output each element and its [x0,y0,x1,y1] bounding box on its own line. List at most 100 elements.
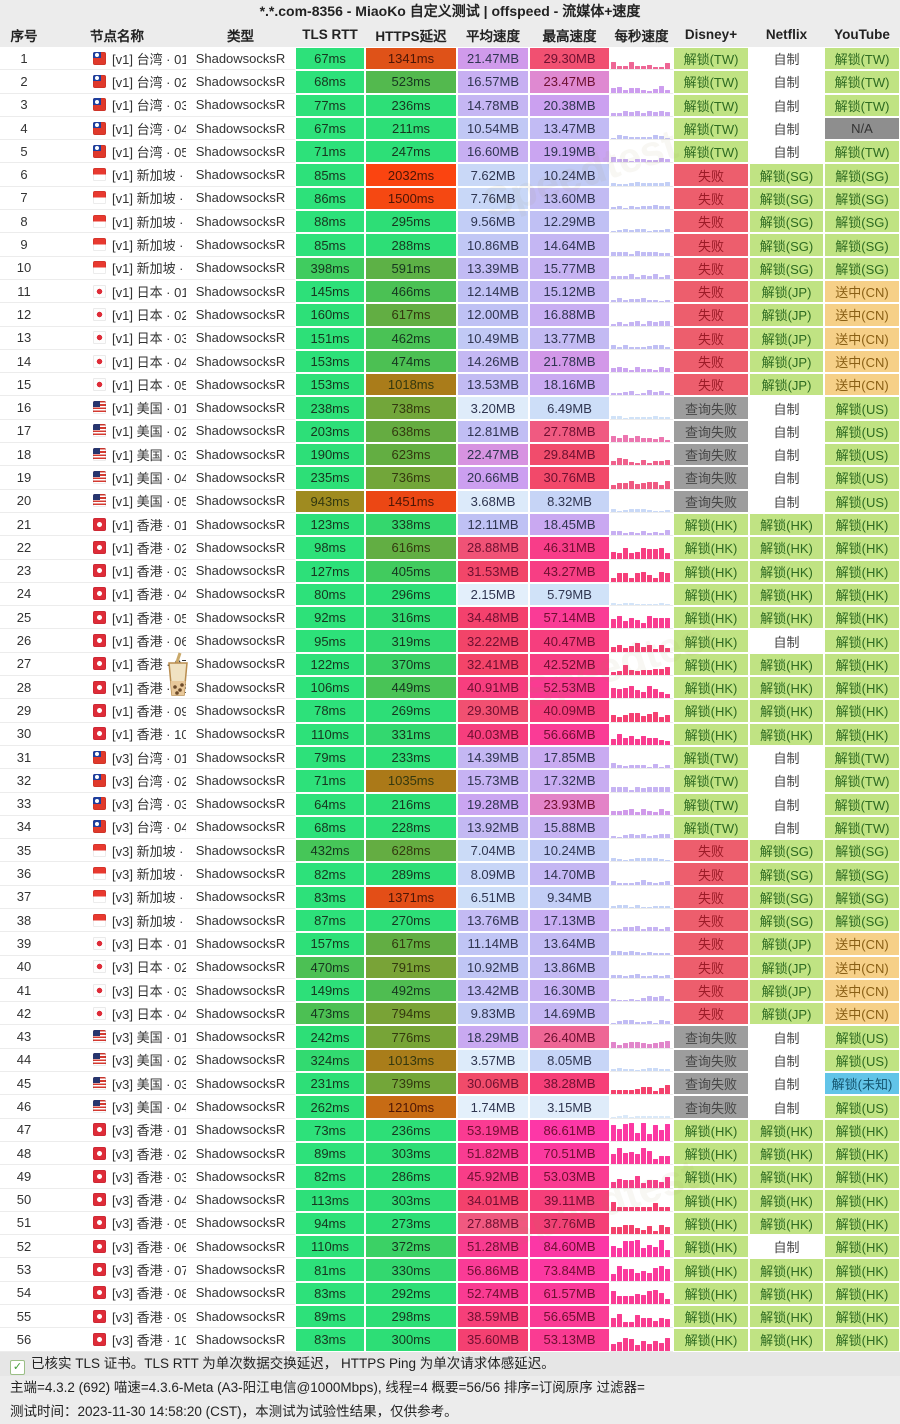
netflix-status-cell: 自制 [749,792,824,816]
speed-bar [659,881,664,885]
avg-speed-cell: 7.62MB [457,163,529,187]
per-second-speed-sparkline [610,256,673,280]
speed-bar [665,859,670,862]
speed-bar [653,111,658,116]
speed-bar [659,461,664,466]
table-row: 50 [v3] 香港 · 04 ShadowsocksR 113ms 303ms 34.0… [0,1188,900,1212]
speed-bar [623,1206,628,1211]
per-second-speed-sparkline [610,279,673,304]
speed-bar [611,715,616,722]
speed-bar [653,738,658,745]
tls-rtt-cell: 85ms [295,233,365,257]
youtube-status-cell: 解锁(SG) [824,186,900,211]
speed-bar [629,62,634,70]
speed-bar [617,858,622,862]
https-delay-cell: 370ms [365,652,457,677]
max-speed-cell: 8.05MB [529,1048,610,1073]
max-speed-cell: 14.70MB [529,862,610,886]
row-index: 22 [0,536,48,560]
speed-bar [665,811,670,815]
disney-status-cell: 解锁(TW) [673,140,749,164]
youtube-status-cell: 解锁(US) [824,1095,900,1119]
speed-bar [647,482,652,489]
avg-speed-cell: 12.14MB [457,279,529,304]
tls-rtt-cell: 87ms [295,908,365,933]
tls-rtt-cell: 67ms [295,116,365,141]
per-second-speed-sparkline [610,373,673,397]
speed-bar [611,299,616,303]
avg-speed-cell: 9.56MB [457,210,529,234]
speed-bar [617,347,622,349]
speed-bar [623,786,628,792]
speed-bar [623,883,628,885]
row-index: 27 [0,652,48,677]
tls-rtt-cell: 203ms [295,419,365,444]
speed-bar [665,439,670,443]
node-name-label: [v1] 香港 · 08 [112,680,186,696]
https-delay-cell: 474ms [365,349,457,374]
tls-rtt-cell: 943ms [295,489,365,513]
speed-bar [611,836,616,839]
speed-bar [611,1041,616,1048]
youtube-status-cell: 解锁(TW) [824,769,900,793]
speed-bar [623,766,628,769]
speed-bar [635,251,640,256]
speed-bar [647,1067,652,1072]
speed-bar [629,906,634,908]
youtube-status-cell: 解锁(SG) [824,908,900,933]
youtube-status-cell: 解锁(HK) [824,1211,900,1236]
table-header: 序号 节点名称 类型 TLS RTT HTTPS延迟 平均速度 最高速度 每秒速… [0,22,900,47]
tls-rtt-cell: 470ms [295,955,365,979]
speed-bar [659,996,664,1002]
node-type: ShadowsocksR [186,210,295,234]
row-index: 3 [0,93,48,117]
youtube-status-cell: 解锁(TW) [824,93,900,117]
speed-bar [611,618,616,629]
speed-bar [653,1320,658,1328]
per-second-speed-sparkline [610,792,673,816]
youtube-status-cell: 解锁(SG) [824,885,900,909]
speed-bar [617,1068,622,1072]
max-speed-cell: 70.51MB [529,1141,610,1166]
node-name-label: [v1] 香港 · 10 [112,727,186,743]
node-name-label: [v1] 美国 · 02 [112,424,186,440]
node-name: [v1] 香港 · 03 [48,559,186,583]
hk-flag-icon [93,610,106,624]
per-second-speed-sparkline [610,676,673,700]
table-row: 33 [v3] 台湾 · 03 ShadowsocksR 64ms 216ms 19.28… [0,792,900,816]
table-row: 21 [v1] 香港 · 01 ShadowsocksR 123ms 338ms 12.1… [0,512,900,537]
per-second-speed-sparkline [610,489,673,513]
node-name-label: [v3] 美国 · 02 [112,1053,186,1069]
max-speed-cell: 12.29MB [529,210,610,234]
speed-bar [653,134,658,140]
https-delay-cell: 288ms [365,233,457,257]
speed-bar [665,1040,670,1048]
speed-bar [647,1344,652,1351]
speed-bar [665,158,670,163]
speed-bar [659,391,664,396]
speed-bar [629,1068,634,1072]
speed-bar [653,1158,658,1165]
speed-bar [617,437,622,443]
speed-bar [623,547,628,559]
youtube-status-cell: 解锁(HK) [824,1258,900,1282]
speed-bar [659,1318,664,1328]
per-second-speed-sparkline [610,1328,673,1352]
speed-bar [641,929,646,932]
speed-bar [617,112,622,116]
row-index: 33 [0,792,48,816]
avg-speed-cell: 6.51MB [457,885,529,909]
hk-flag-icon [93,1286,106,1300]
speed-bar [665,880,670,885]
disney-status-cell: 解锁(TW) [673,93,749,117]
netflix-status-cell: 解锁(HK) [749,1305,824,1329]
avg-speed-cell: 13.76MB [457,908,529,933]
speed-bar [647,1044,652,1048]
tls-rtt-cell: 82ms [295,1165,365,1189]
speed-bar [623,276,628,279]
table-row: 39 [v3] 日本 · 01 ShadowsocksR 157ms 617ms 11.1… [0,932,900,956]
node-name-label: [v1] 香港 · 02 [112,540,186,556]
node-name-label: [v3] 日本 · 03 [112,983,186,999]
speed-bar [635,857,640,862]
speed-bar [617,765,622,769]
